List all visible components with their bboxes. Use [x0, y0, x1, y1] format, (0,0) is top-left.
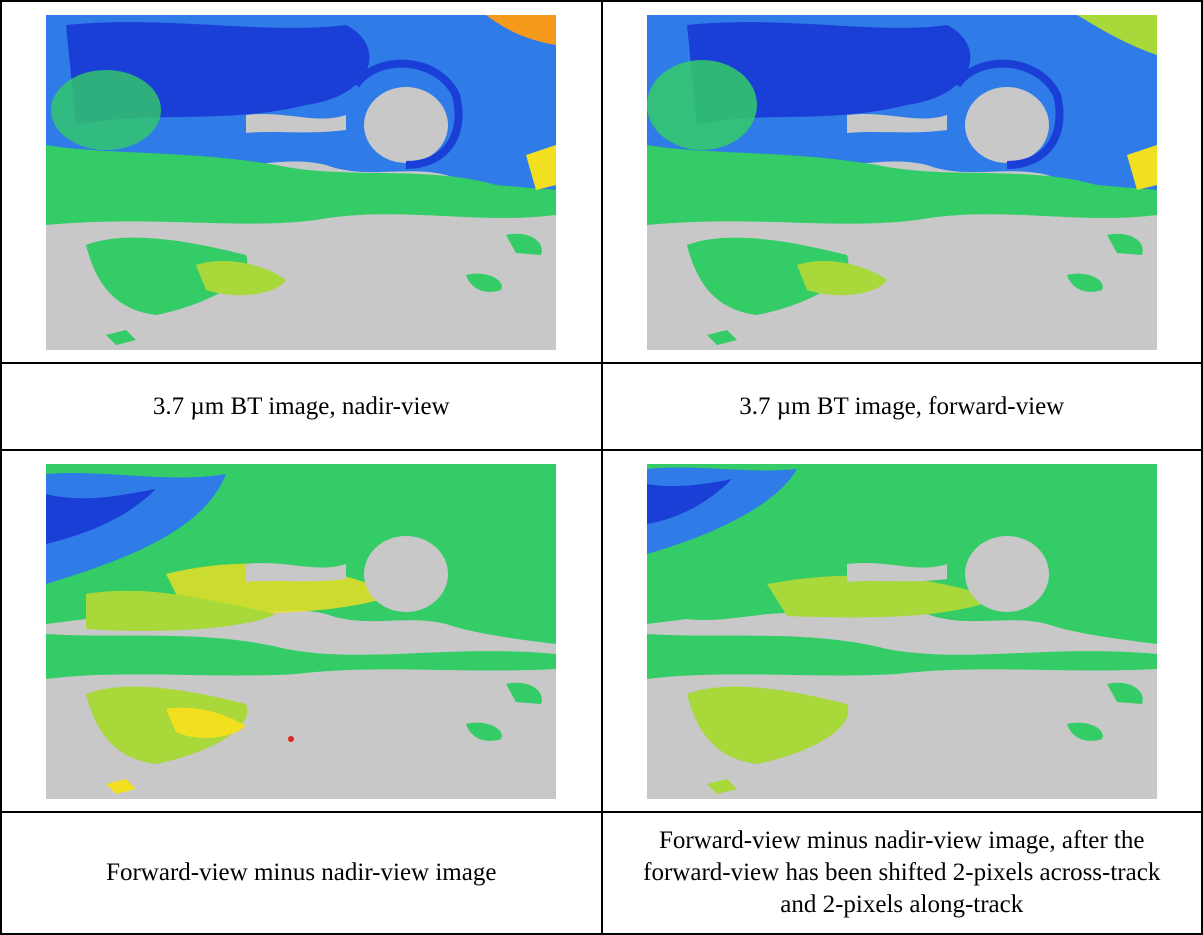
image-shifted-difference	[646, 463, 1157, 799]
caption-forward: 3.7 µm BT image, forward-view	[739, 392, 1065, 420]
panel-cell-nadir	[0, 0, 603, 364]
caption-nadir-cell: 3.7 µm BT image, nadir-view	[0, 362, 603, 451]
caption-shifted-difference: Forward-view minus nadir-view image, aft…	[643, 827, 1161, 918]
panel-cell-difference	[0, 449, 603, 813]
panel-cell-forward	[600, 0, 1203, 364]
panel-cell-shifted-difference	[600, 449, 1203, 813]
caption-shifted-difference-cell: Forward-view minus nadir-view image, aft…	[600, 811, 1203, 935]
caption-nadir: 3.7 µm BT image, nadir-view	[152, 392, 450, 420]
image-nadir-bt	[46, 14, 557, 350]
image-forward-bt	[646, 14, 1157, 350]
image-difference	[46, 463, 557, 799]
caption-difference: Forward-view minus nadir-view image	[106, 859, 497, 886]
caption-forward-cell: 3.7 µm BT image, forward-view	[600, 362, 1203, 451]
caption-difference-cell: Forward-view minus nadir-view image	[0, 811, 603, 935]
